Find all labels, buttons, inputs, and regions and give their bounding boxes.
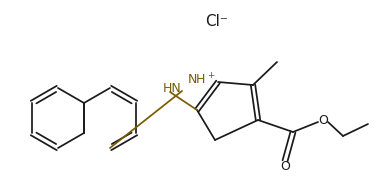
- Text: Cl⁻: Cl⁻: [205, 14, 228, 29]
- Text: O: O: [280, 159, 290, 173]
- Text: HN: HN: [163, 82, 181, 95]
- Text: O: O: [318, 114, 328, 127]
- Text: NH$^+$: NH$^+$: [186, 72, 215, 88]
